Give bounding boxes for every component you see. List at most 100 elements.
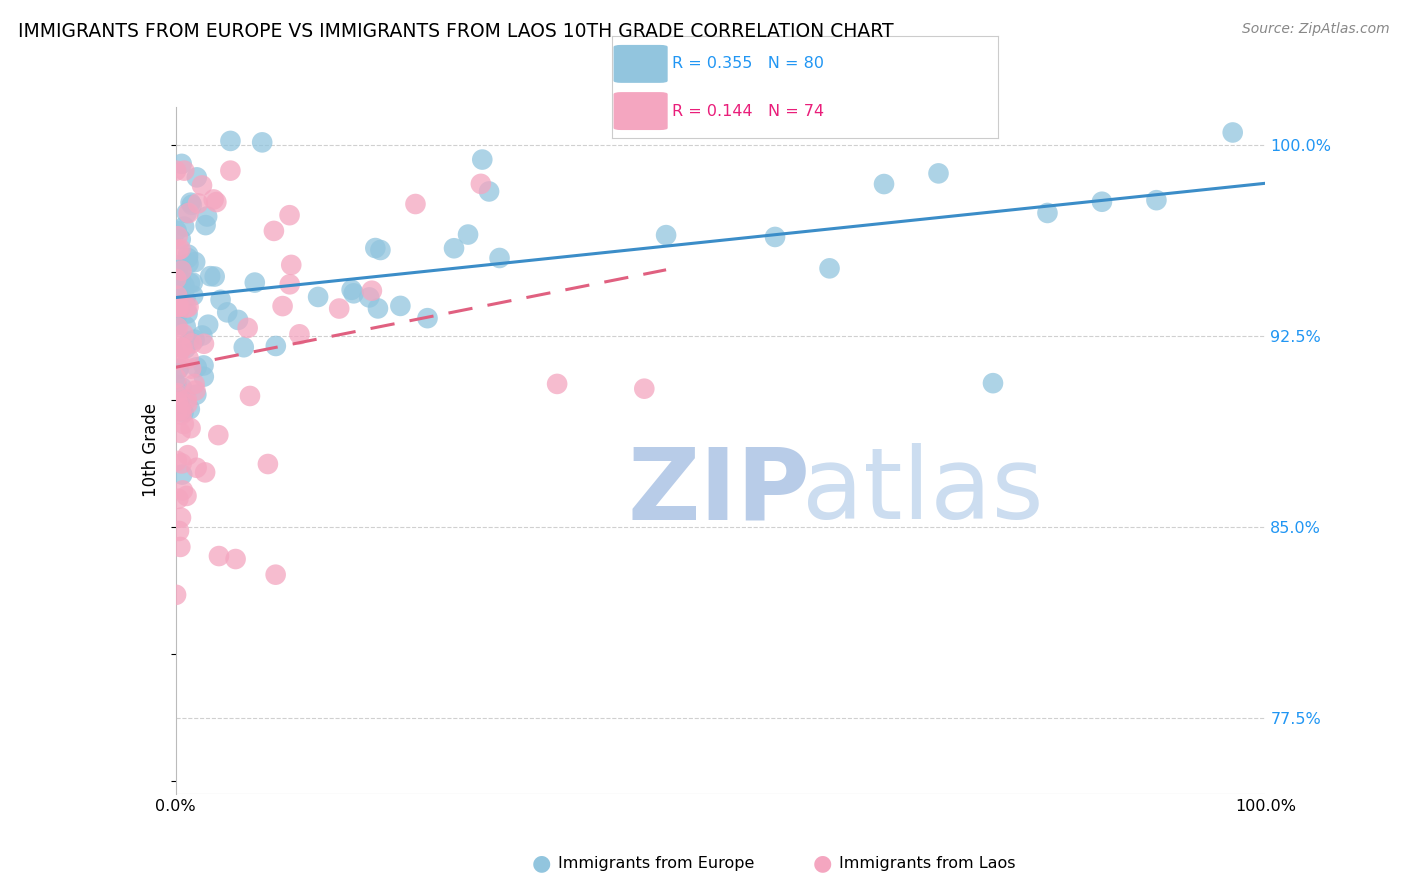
Point	[307, 290, 329, 304]
Point	[389, 299, 412, 313]
Point	[177, 206, 200, 220]
Point	[173, 219, 195, 234]
Point	[205, 195, 228, 210]
FancyBboxPatch shape	[613, 45, 668, 83]
Point	[416, 311, 439, 326]
Text: ●: ●	[813, 854, 832, 873]
Point	[367, 301, 389, 316]
Point	[170, 510, 193, 524]
Point	[173, 417, 195, 431]
Point	[180, 195, 202, 210]
Point	[172, 483, 194, 498]
Point	[1144, 193, 1167, 207]
Point	[167, 300, 190, 314]
Point	[1222, 126, 1244, 140]
Point	[165, 163, 187, 178]
Point	[169, 300, 191, 314]
Point	[179, 402, 201, 417]
Point	[186, 460, 208, 475]
Point	[166, 454, 188, 468]
Point	[166, 289, 188, 303]
Point	[340, 283, 363, 297]
Point	[364, 241, 387, 255]
Point	[179, 334, 201, 349]
Point	[166, 308, 188, 322]
Point	[217, 305, 239, 319]
Point	[264, 567, 287, 582]
Point	[204, 269, 226, 284]
Text: Source: ZipAtlas.com: Source: ZipAtlas.com	[1241, 22, 1389, 37]
Point	[173, 163, 195, 178]
Point	[478, 185, 501, 199]
Point	[174, 342, 197, 356]
Point	[208, 549, 231, 563]
Point	[181, 276, 204, 290]
Point	[209, 293, 232, 307]
Point	[193, 359, 215, 373]
Y-axis label: 10th Grade: 10th Grade	[142, 403, 160, 498]
Point	[226, 313, 249, 327]
Point	[165, 588, 187, 602]
Point	[172, 341, 194, 355]
Point	[165, 272, 187, 286]
Point	[928, 166, 950, 180]
Text: ●: ●	[531, 854, 551, 873]
Point	[165, 388, 187, 402]
Point	[179, 276, 201, 290]
Point	[343, 286, 366, 301]
Point	[183, 333, 205, 347]
Point	[219, 163, 242, 178]
Point	[360, 284, 382, 298]
Point	[981, 376, 1004, 391]
Point	[170, 232, 193, 246]
Point	[443, 241, 465, 255]
Text: R = 0.144   N = 74: R = 0.144 N = 74	[672, 103, 824, 119]
Point	[169, 302, 191, 317]
Text: IMMIGRANTS FROM EUROPE VS IMMIGRANTS FROM LAOS 10TH GRADE CORRELATION CHART: IMMIGRANTS FROM EUROPE VS IMMIGRANTS FRO…	[18, 22, 894, 41]
Point	[873, 177, 896, 191]
Point	[177, 351, 200, 366]
Point	[250, 136, 273, 150]
Point	[264, 339, 287, 353]
Point	[167, 362, 190, 376]
Point	[191, 178, 214, 193]
Point	[193, 369, 215, 384]
Point	[166, 377, 188, 392]
Point	[166, 395, 188, 409]
Point	[170, 341, 193, 355]
Point	[405, 197, 427, 211]
FancyBboxPatch shape	[613, 92, 668, 130]
Point	[457, 227, 479, 242]
Point	[170, 457, 193, 471]
Point	[174, 292, 197, 306]
Point	[655, 228, 678, 243]
Point	[225, 552, 247, 566]
Point	[166, 404, 188, 418]
Point	[197, 318, 219, 332]
Point	[232, 340, 254, 354]
Point	[187, 196, 209, 211]
Text: Immigrants from Europe: Immigrants from Europe	[558, 856, 755, 871]
Point	[166, 318, 188, 333]
Point	[167, 361, 190, 376]
Point	[257, 457, 280, 471]
Point	[176, 306, 198, 320]
Text: Immigrants from Laos: Immigrants from Laos	[839, 856, 1017, 871]
Point	[191, 328, 214, 343]
Point	[176, 206, 198, 220]
Point	[288, 327, 311, 342]
Point	[195, 210, 218, 224]
Point	[173, 278, 195, 293]
Point	[170, 273, 193, 287]
Point	[181, 288, 204, 302]
Point	[167, 524, 190, 538]
Point	[174, 319, 197, 334]
Point	[763, 230, 786, 244]
Point	[170, 408, 193, 422]
Point	[471, 153, 494, 167]
Point	[172, 467, 194, 482]
Point	[278, 277, 301, 292]
Point	[546, 376, 568, 391]
Point	[177, 300, 200, 314]
Text: ZIP: ZIP	[628, 443, 811, 541]
